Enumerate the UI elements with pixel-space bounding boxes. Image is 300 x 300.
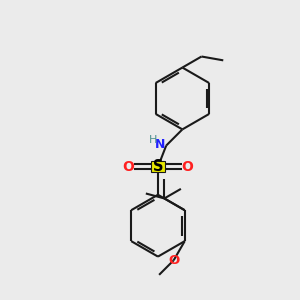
Text: O: O (123, 160, 134, 174)
Text: S: S (153, 159, 163, 174)
FancyBboxPatch shape (151, 161, 165, 172)
Text: O: O (168, 254, 179, 267)
Text: N: N (154, 139, 165, 152)
Text: O: O (182, 160, 193, 174)
Text: H: H (149, 135, 158, 145)
